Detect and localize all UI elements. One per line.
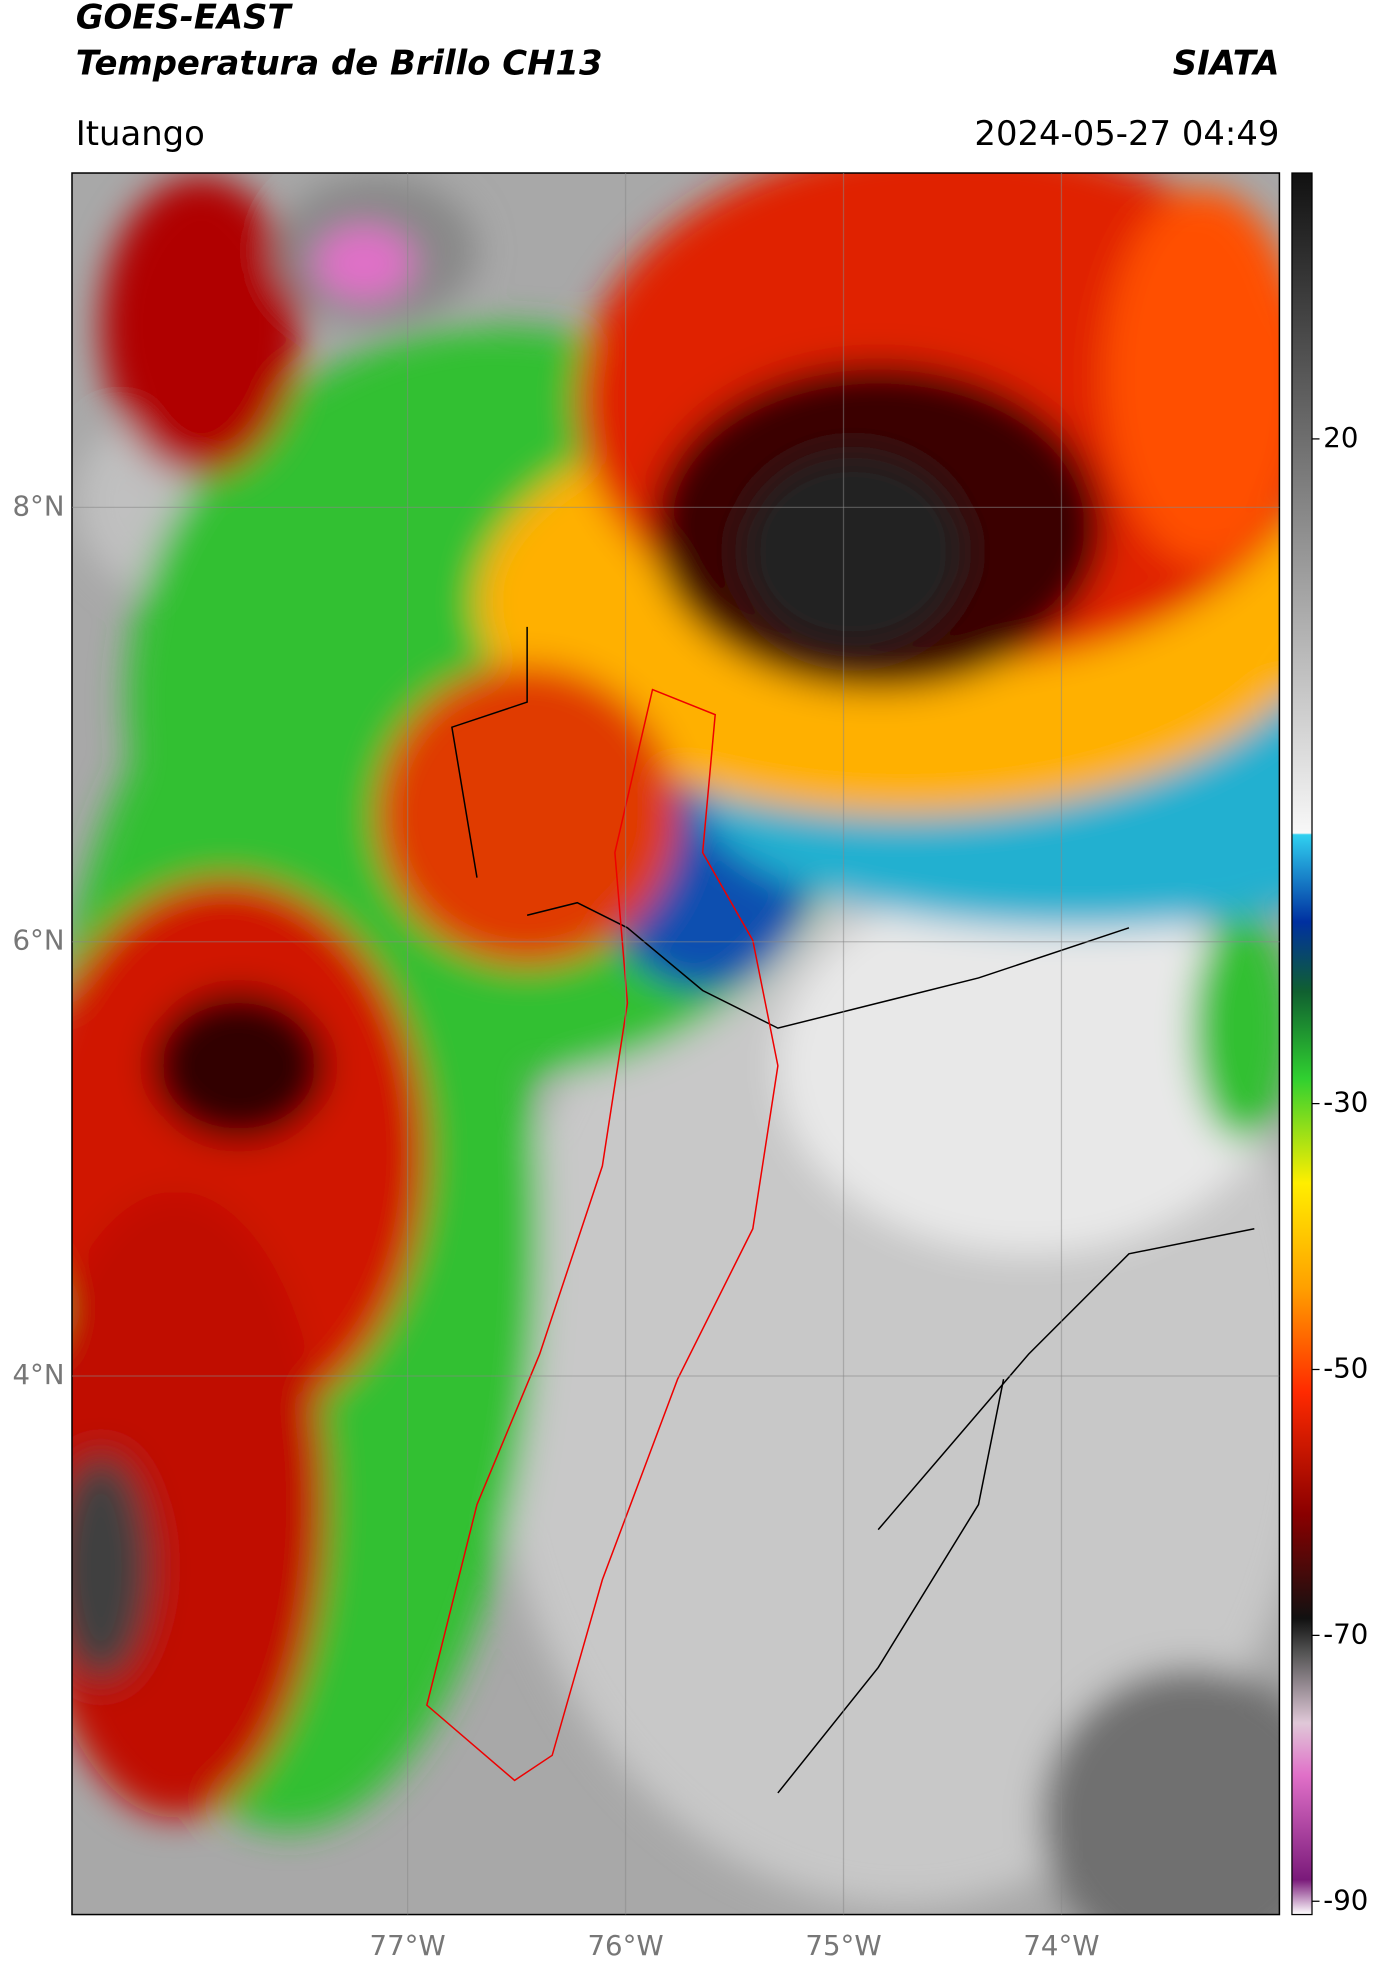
satellite-image [71, 173, 1280, 1915]
colorbar [1291, 172, 1313, 1916]
colorbar-tick-label: -30 [1323, 1086, 1368, 1119]
datetime: 2024-05-27 04:49 [974, 114, 1279, 153]
map-frame [71, 172, 1281, 1916]
x-tick-label: 74°W [1023, 1929, 1099, 1962]
product: Temperatura de Brillo CH13 [76, 44, 603, 83]
x-tick-label: 75°W [805, 1929, 881, 1962]
colorbar-tick-label: -90 [1323, 1883, 1368, 1916]
x-tick-label: 77°W [370, 1929, 446, 1962]
y-tick-label: 4°N [13, 1358, 65, 1391]
y-tick-label: 6°N [13, 924, 65, 957]
y-tick-label: 8°N [13, 489, 65, 522]
source: SIATA [1173, 44, 1280, 83]
colorbar-tick-label: -50 [1323, 1351, 1368, 1384]
location: Ituango [76, 114, 205, 153]
colorbar-tick-label: -70 [1323, 1617, 1368, 1650]
colorbar-tick-label: 20 [1323, 421, 1358, 454]
x-tick-label: 76°W [587, 1929, 663, 1962]
satellite: GOES-EAST [76, 0, 294, 36]
